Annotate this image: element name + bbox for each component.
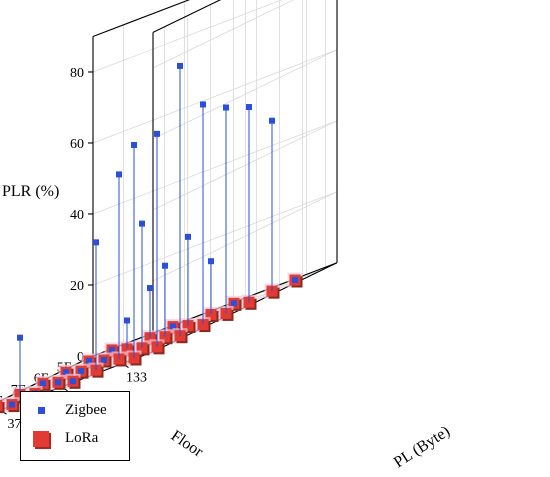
z-tick-label: 20 [70, 279, 84, 294]
legend-item-lora: LoRa [31, 430, 98, 447]
zigbee-point [292, 277, 298, 283]
zigbee-point [200, 101, 206, 108]
zigbee-point [177, 62, 183, 69]
wall-gridline [152, 191, 338, 282]
zigbee-point [78, 368, 84, 375]
zigbee-point [139, 220, 145, 227]
z-axis-label: PLR (%) [2, 183, 59, 200]
zigbee-point [93, 239, 99, 246]
zigbee-point [63, 369, 69, 376]
zigbee-point [116, 171, 122, 178]
x-tick-label: 133 [126, 371, 147, 386]
wall-gridline [92, 0, 283, 73]
y-axis-label: Floor [168, 427, 207, 461]
wall-gridline [152, 120, 338, 211]
wall-gridline [92, 49, 338, 144]
zigbee-point [147, 285, 153, 292]
zigbee-point [223, 104, 229, 111]
axis-edge [152, 0, 222, 33]
zigbee-point [131, 141, 137, 148]
z-tick-label: 40 [70, 208, 84, 223]
wall-gridline [92, 120, 338, 215]
zigbee-point [208, 258, 214, 265]
zigbee-point [185, 233, 191, 240]
zigbee-point [101, 357, 107, 364]
zigbee-point [246, 104, 252, 111]
zigbee-point [124, 317, 130, 324]
zigbee-point [70, 378, 76, 385]
marks-layer [0, 62, 303, 414]
x-axis-label: PL (Byte) [391, 423, 453, 472]
z-tick-label: 0 [77, 350, 84, 365]
legend-item-zigbee: Zigbee [31, 402, 107, 419]
zigbee-point [40, 380, 46, 387]
zigbee-point [109, 346, 115, 353]
zigbee-point [86, 358, 92, 365]
legend-swatch-lora [33, 430, 49, 447]
z-tick-label: 80 [70, 66, 84, 81]
zigbee-point [154, 130, 160, 137]
zigbee-point [17, 334, 23, 341]
zigbee-point [170, 323, 176, 330]
legend-label-zigbee: Zigbee [65, 402, 107, 418]
zigbee-point [55, 379, 61, 386]
legend: Zigbee LoRa [20, 391, 130, 461]
lora-point [0, 400, 3, 412]
wall-gridline [92, 191, 338, 286]
zigbee-point [231, 300, 237, 307]
legend-swatch-zigbee [38, 407, 45, 414]
legend-label-lora: LoRa [65, 430, 99, 446]
zigbee-point [9, 401, 15, 408]
zigbee-point [162, 262, 168, 269]
zigbee-point [269, 117, 275, 124]
grid-layer [0, 0, 338, 411]
axis-edge [92, 0, 191, 37]
x-tick-label: 37 [8, 417, 22, 432]
wall-gridline [152, 0, 295, 69]
z-tick-label: 60 [70, 137, 84, 152]
